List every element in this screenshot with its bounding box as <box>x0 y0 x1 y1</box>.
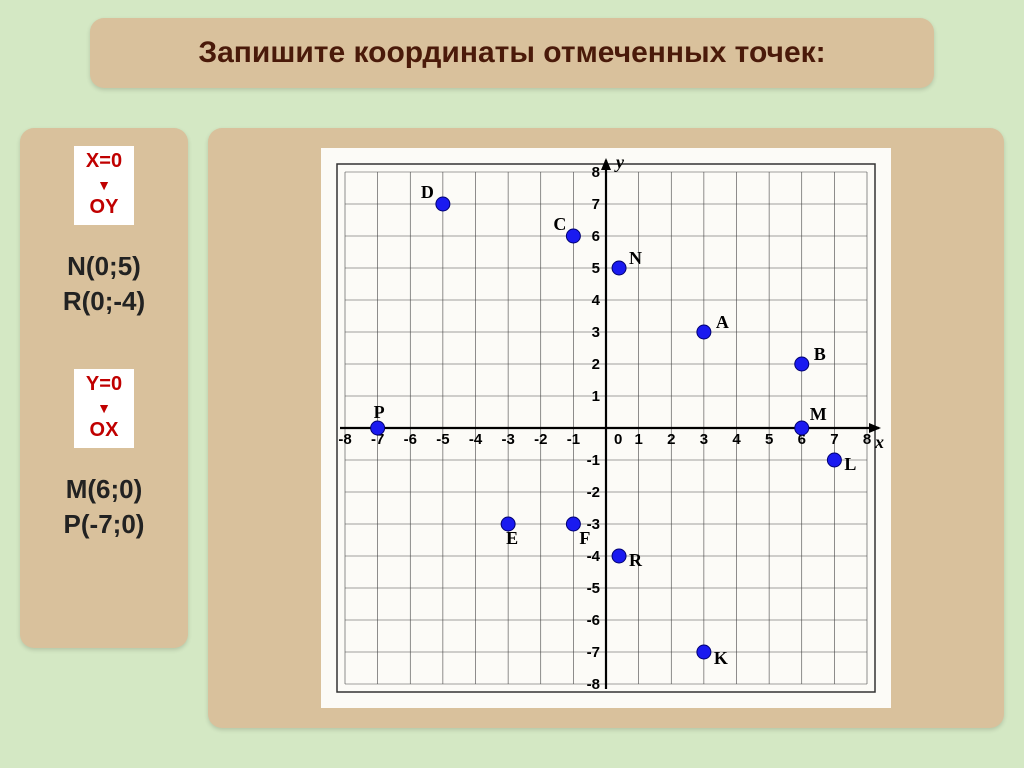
answer-r: R(0;-4) <box>30 286 178 317</box>
side-panel: X=0 ▼ OY N(0;5) R(0;-4) Y=0 ▼ OX M(6;0) … <box>20 128 188 648</box>
hint1-line2: OY <box>90 196 119 218</box>
coordinate-plane: xy-8-7-6-5-4-3-2-112345678-8-7-6-5-4-3-2… <box>321 148 891 708</box>
svg-text:-4: -4 <box>469 431 483 448</box>
down-arrow-icon: ▼ <box>97 177 111 193</box>
svg-text:3: 3 <box>592 324 600 341</box>
svg-text:L: L <box>844 454 856 474</box>
svg-text:x: x <box>874 432 884 452</box>
svg-text:F: F <box>579 528 590 548</box>
svg-text:2: 2 <box>667 431 675 448</box>
svg-text:2: 2 <box>592 356 600 373</box>
svg-text:1: 1 <box>592 388 600 405</box>
svg-text:4: 4 <box>592 292 601 309</box>
svg-text:8: 8 <box>592 164 600 181</box>
chart-panel: xy-8-7-6-5-4-3-2-112345678-8-7-6-5-4-3-2… <box>208 128 1004 728</box>
svg-text:5: 5 <box>592 260 600 277</box>
svg-text:7: 7 <box>592 196 600 213</box>
hint-x-zero: X=0 ▼ OY <box>74 146 134 225</box>
svg-text:-3: -3 <box>501 431 514 448</box>
svg-text:K: K <box>714 648 728 668</box>
svg-text:-5: -5 <box>436 431 449 448</box>
hint2-line1: Y=0 <box>86 373 122 395</box>
svg-text:-8: -8 <box>587 676 600 693</box>
svg-text:B: B <box>814 344 826 364</box>
svg-text:-2: -2 <box>534 431 547 448</box>
answer-p: P(-7;0) <box>30 509 178 540</box>
svg-text:-5: -5 <box>587 580 600 597</box>
svg-text:-1: -1 <box>587 452 600 469</box>
hint2-line2: OX <box>90 419 119 441</box>
down-arrow-icon: ▼ <box>97 400 111 416</box>
svg-text:7: 7 <box>830 431 838 448</box>
svg-text:-2: -2 <box>587 484 600 501</box>
svg-text:8: 8 <box>863 431 871 448</box>
svg-text:-7: -7 <box>587 644 600 661</box>
svg-text:y: y <box>614 152 625 172</box>
svg-text:C: C <box>553 214 566 234</box>
svg-text:-4: -4 <box>587 548 601 565</box>
hint-y-zero: Y=0 ▼ OX <box>74 369 134 448</box>
svg-text:4: 4 <box>732 431 741 448</box>
svg-text:M: M <box>810 404 827 424</box>
svg-text:3: 3 <box>700 431 708 448</box>
svg-text:A: A <box>716 312 729 332</box>
svg-text:N: N <box>629 248 642 268</box>
svg-text:-1: -1 <box>567 431 580 448</box>
svg-text:5: 5 <box>765 431 773 448</box>
title-panel: Запишите координаты отмеченных точек: <box>90 18 934 88</box>
page-title: Запишите координаты отмеченных точек: <box>198 36 825 70</box>
svg-text:1: 1 <box>634 431 642 448</box>
svg-text:P: P <box>374 402 385 422</box>
svg-text:-6: -6 <box>587 612 600 629</box>
svg-text:R: R <box>629 550 643 570</box>
svg-text:D: D <box>421 182 434 202</box>
answer-n: N(0;5) <box>30 251 178 282</box>
svg-text:E: E <box>506 528 518 548</box>
svg-text:-8: -8 <box>338 431 351 448</box>
svg-text:0: 0 <box>614 431 622 448</box>
answer-m: M(6;0) <box>30 474 178 505</box>
svg-text:6: 6 <box>592 228 600 245</box>
svg-text:-6: -6 <box>404 431 417 448</box>
hint1-line1: X=0 <box>86 150 122 172</box>
